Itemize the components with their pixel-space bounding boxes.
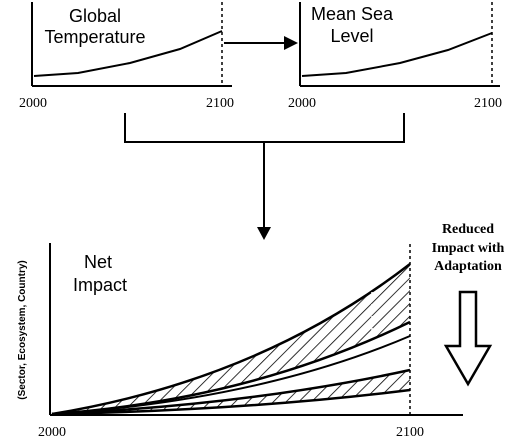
impact-x-end-label: 2100 bbox=[396, 425, 424, 437]
temperature-x-end-label: 2100 bbox=[206, 96, 234, 111]
arrow-down-icon bbox=[257, 227, 271, 240]
global-temperature-panel: Global Temperature 2000 2100 bbox=[19, 2, 234, 111]
sea-level-title-line2: Level bbox=[330, 26, 373, 46]
adaptation-note-line3: Adaptation bbox=[434, 259, 502, 274]
impact-y-axis-label: (Sector, Ecosystem, Country) bbox=[17, 260, 28, 399]
impact-curve-lower-adapted bbox=[51, 388, 411, 416]
impact-curve-lower bbox=[51, 368, 411, 416]
net-impact-panel: Net Impact (Sector, Ecosystem, Country) … bbox=[17, 243, 463, 437]
impact-title-line2: Impact bbox=[73, 275, 127, 295]
adaptation-note: Reduced Impact with Adaptation bbox=[432, 222, 505, 274]
lower-impact-band bbox=[52, 370, 410, 414]
adaptation-note-line2: Impact with bbox=[432, 241, 505, 256]
sea-level-title-line1: Mean Sea bbox=[311, 4, 394, 24]
temperature-title-line1: Global bbox=[69, 6, 121, 26]
temperature-x-start-label: 2000 bbox=[19, 96, 47, 111]
temperature-title-line2: Temperature bbox=[44, 27, 145, 47]
arrow-right-icon bbox=[224, 36, 298, 50]
mean-sea-level-panel: Mean Sea Level 2000 2100 bbox=[288, 2, 502, 111]
upper-impact-band bbox=[52, 264, 410, 414]
temperature-curve bbox=[33, 30, 223, 77]
merge-bracket bbox=[124, 113, 405, 228]
adaptation-note-line1: Reduced bbox=[442, 222, 494, 237]
hollow-down-arrow-icon bbox=[443, 290, 493, 387]
impact-title-line1: Net bbox=[84, 252, 112, 272]
impact-x-start-label: 2000 bbox=[38, 425, 66, 437]
impact-curve-middle bbox=[51, 335, 411, 415]
impact-curve-top bbox=[51, 263, 411, 416]
sea-level-curve bbox=[301, 32, 493, 77]
sea-level-x-end-label: 2100 bbox=[474, 96, 502, 111]
sea-level-x-start-label: 2000 bbox=[288, 96, 316, 111]
